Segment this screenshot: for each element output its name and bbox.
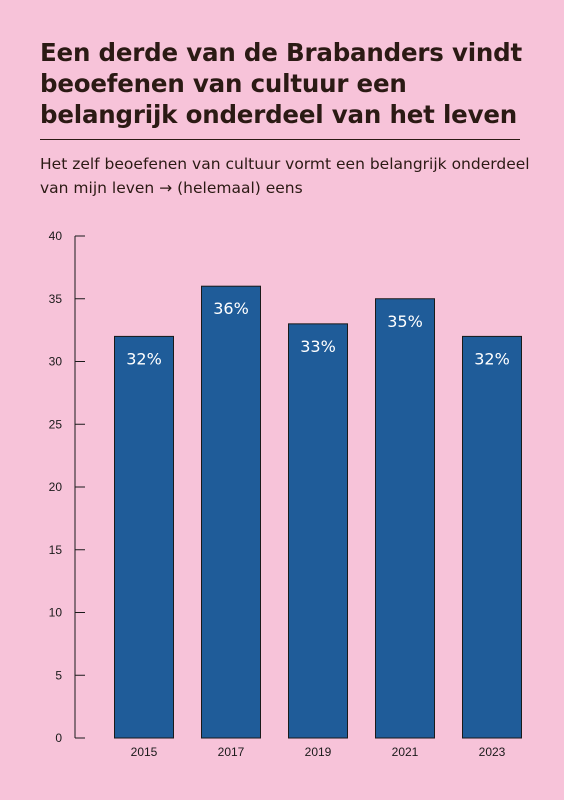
bars: 32% 36% 33% 35% 32% — [114, 285, 522, 739]
x-tick-label: 2023 — [479, 745, 506, 759]
bar-data-label: 35% — [387, 312, 423, 331]
x-tick-label: 2019 — [305, 745, 332, 759]
bar-data-label: 32% — [126, 349, 162, 368]
bar-data-label: 36% — [213, 299, 249, 318]
bar-2019 — [288, 323, 348, 739]
y-tick-label: 35 — [49, 292, 63, 306]
bar-2017 — [201, 285, 261, 739]
y-tick-label: 20 — [49, 480, 63, 494]
y-tick-label: 0 — [55, 731, 62, 745]
x-tick-label: 2017 — [218, 745, 245, 759]
x-axis: 2015 2017 2019 2021 2023 — [131, 745, 506, 759]
bar-data-label: 33% — [300, 337, 336, 356]
bar-2015 — [114, 335, 174, 739]
y-axis: 0 5 10 15 20 25 30 35 40 — [49, 229, 85, 745]
x-tick-label: 2015 — [131, 745, 158, 759]
y-tick-label: 25 — [49, 417, 63, 431]
y-tick-label: 15 — [49, 543, 63, 557]
chart-subtitle: Het zelf beoefenen van cultuur vormt een… — [40, 155, 530, 197]
y-tick-label: 40 — [49, 229, 63, 243]
y-tick-label: 5 — [55, 668, 62, 682]
x-tick-label: 2021 — [392, 745, 419, 759]
chart-title: Een derde van de Brabanders vindt beoefe… — [40, 38, 523, 129]
title-divider — [40, 139, 520, 140]
bar-data-label: 32% — [474, 349, 510, 368]
bar-2023 — [462, 335, 522, 739]
bar-2021 — [375, 298, 435, 739]
y-tick-label: 10 — [49, 606, 63, 620]
y-tick-label: 30 — [49, 355, 63, 369]
